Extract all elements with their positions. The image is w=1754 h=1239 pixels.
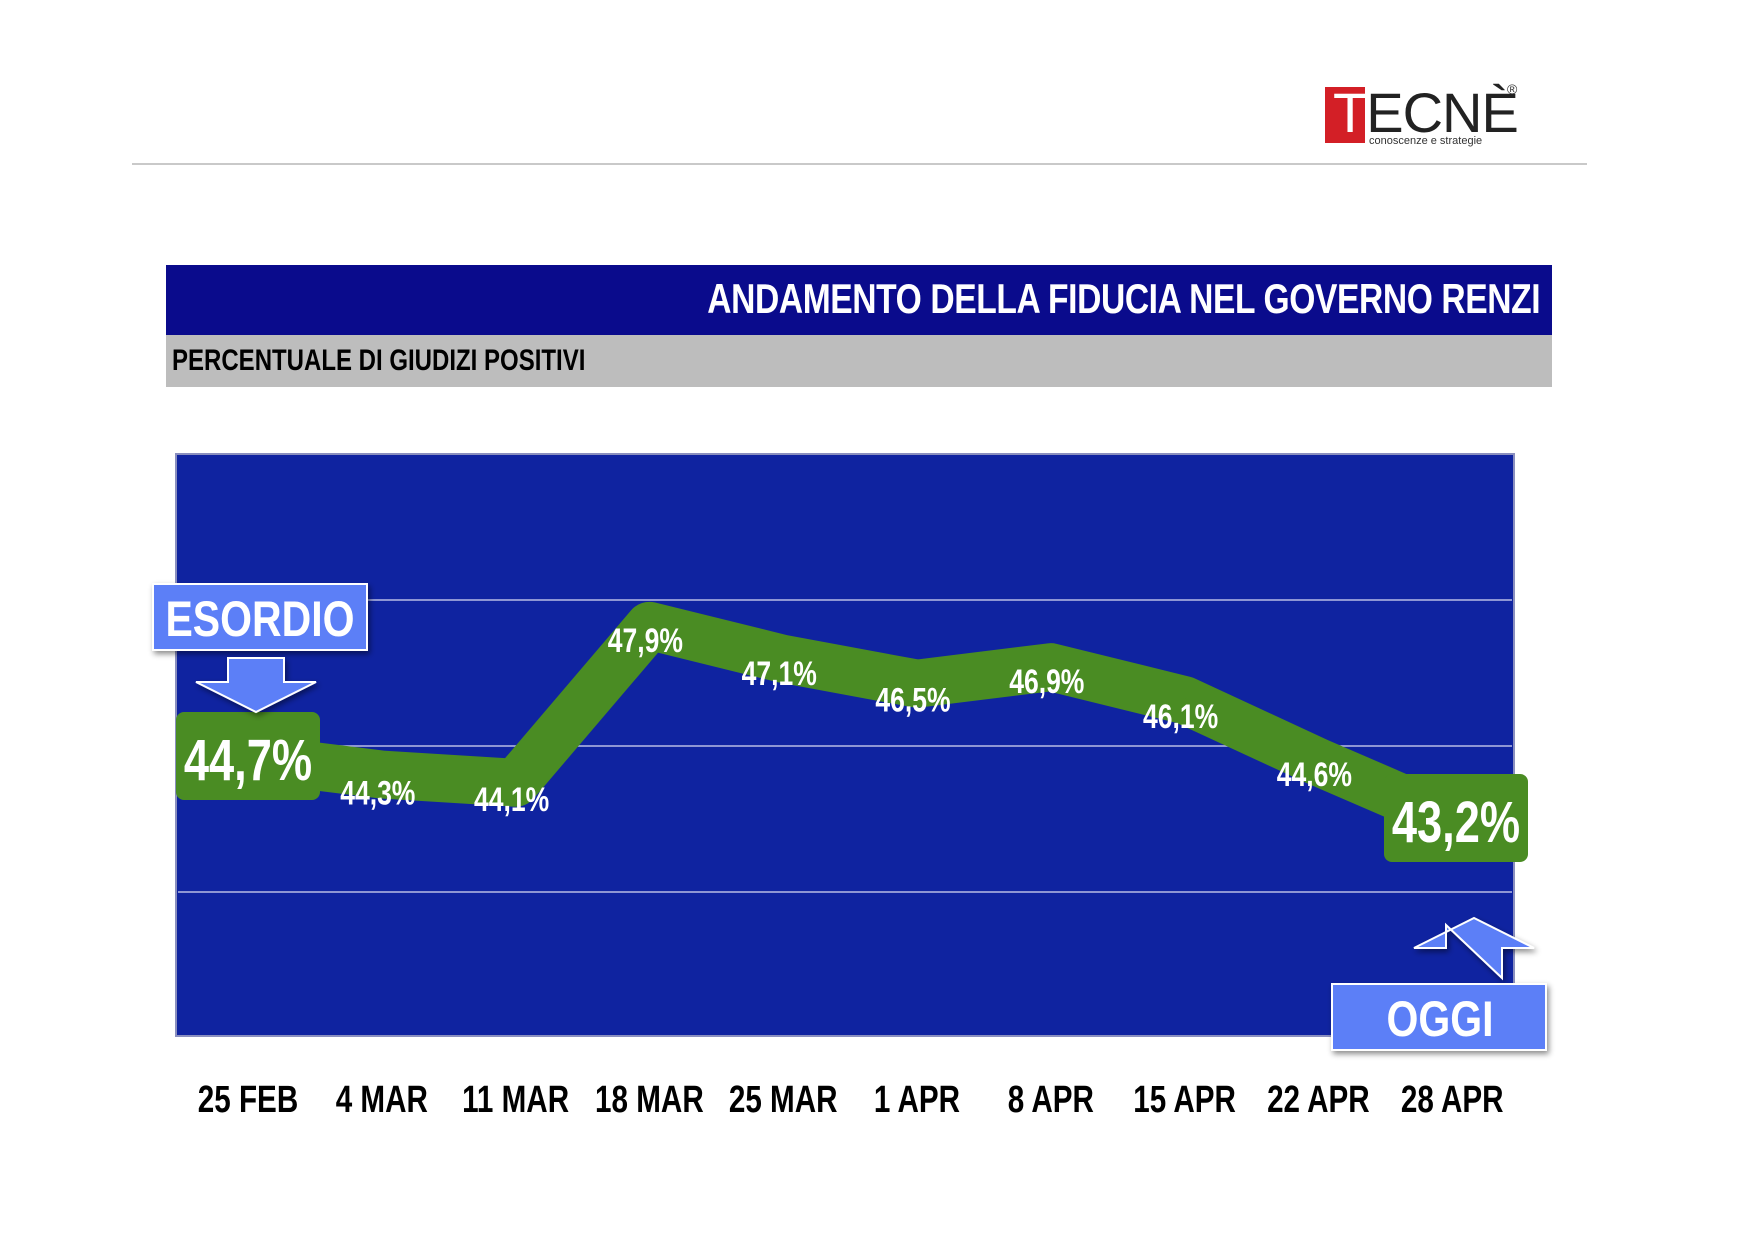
x-tick-label: 25 MAR [729, 1079, 838, 1121]
logo-wordmark: TECNÈ [1333, 81, 1519, 144]
data-label: 46,1% [1143, 698, 1218, 736]
data-point [379, 772, 384, 777]
data-point [915, 681, 919, 686]
logo-letter-t: T [1333, 81, 1367, 144]
data-label: 46,9% [1009, 663, 1084, 701]
data-point [1048, 665, 1053, 670]
esordio-arrow-icon [195, 657, 317, 714]
oggi-box [1331, 983, 1547, 1051]
data-label: 47,9% [608, 622, 683, 660]
x-tick-label: 25 FEB [198, 1079, 298, 1121]
data-point [1316, 760, 1321, 765]
tecne-logo: TECNÈ ® conoscenze e strategie [1325, 81, 1525, 155]
x-tick-label: 8 APR [1008, 1079, 1094, 1121]
oggi-label: OGGI [1386, 991, 1493, 1047]
esordio-callout: ESORDIO [152, 583, 368, 714]
logo-word-rest: ECNÈ [1366, 81, 1519, 144]
data-label: 44,7% [184, 729, 312, 794]
data-label: 47,1% [742, 655, 817, 693]
data-label: 44,1% [474, 781, 549, 819]
oggi-arrow-icon [1413, 916, 1535, 981]
oggi-callout: OGGI [1331, 916, 1547, 1051]
x-tick-label: 1 APR [874, 1079, 960, 1121]
logo-tagline: conoscenze e strategie [1369, 135, 1483, 147]
data-labels: 44,7% 44,3% 44,1% 47,9% 47,1% 46,5% 46,9% 46,1%… [176, 622, 1528, 862]
esordio-box [152, 583, 368, 651]
x-tick-label: 28 APR [1401, 1079, 1504, 1121]
logo-red-box [1325, 87, 1365, 143]
x-tick-label: 11 MAR [462, 1079, 569, 1121]
highlight-box [176, 712, 320, 800]
x-tick-label: 22 APR [1267, 1079, 1370, 1121]
logo-registered-mark: ® [1507, 81, 1518, 97]
x-tick-label: 4 MAR [336, 1079, 428, 1121]
series-line [245, 601, 1462, 842]
data-point [781, 656, 786, 661]
highlight-box [1384, 773, 1528, 862]
data-label: 44,3% [340, 774, 415, 812]
x-axis-ticks: 25 FEB 4 MAR 11 MAR 18 MAR 25 MAR 1 APR 8 APR 1… [198, 1079, 1504, 1121]
data-point [513, 780, 518, 785]
esordio-label: ESORDIO [165, 591, 354, 647]
data-label: 46,5% [875, 682, 950, 720]
chart-subtitle: PERCENTUALE DI GIUDIZI POSITIVI [172, 344, 586, 377]
x-tick-label: 18 MAR [595, 1079, 704, 1121]
subtitle-bar: PERCENTUALE DI GIUDIZI POSITIVI [166, 335, 1552, 387]
data-point [647, 623, 652, 628]
x-tick-label: 15 APR [1133, 1079, 1236, 1121]
data-label: 43,2% [1392, 791, 1520, 856]
header-divider [132, 163, 1587, 165]
data-label: 44,6% [1277, 756, 1352, 794]
title-bar: ANDAMENTO DELLA FIDUCIA NEL GOVERNO RENZ… [166, 265, 1552, 335]
data-point [1182, 698, 1187, 703]
chart-title: ANDAMENTO DELLA FIDUCIA NEL GOVERNO RENZ… [707, 275, 1540, 322]
